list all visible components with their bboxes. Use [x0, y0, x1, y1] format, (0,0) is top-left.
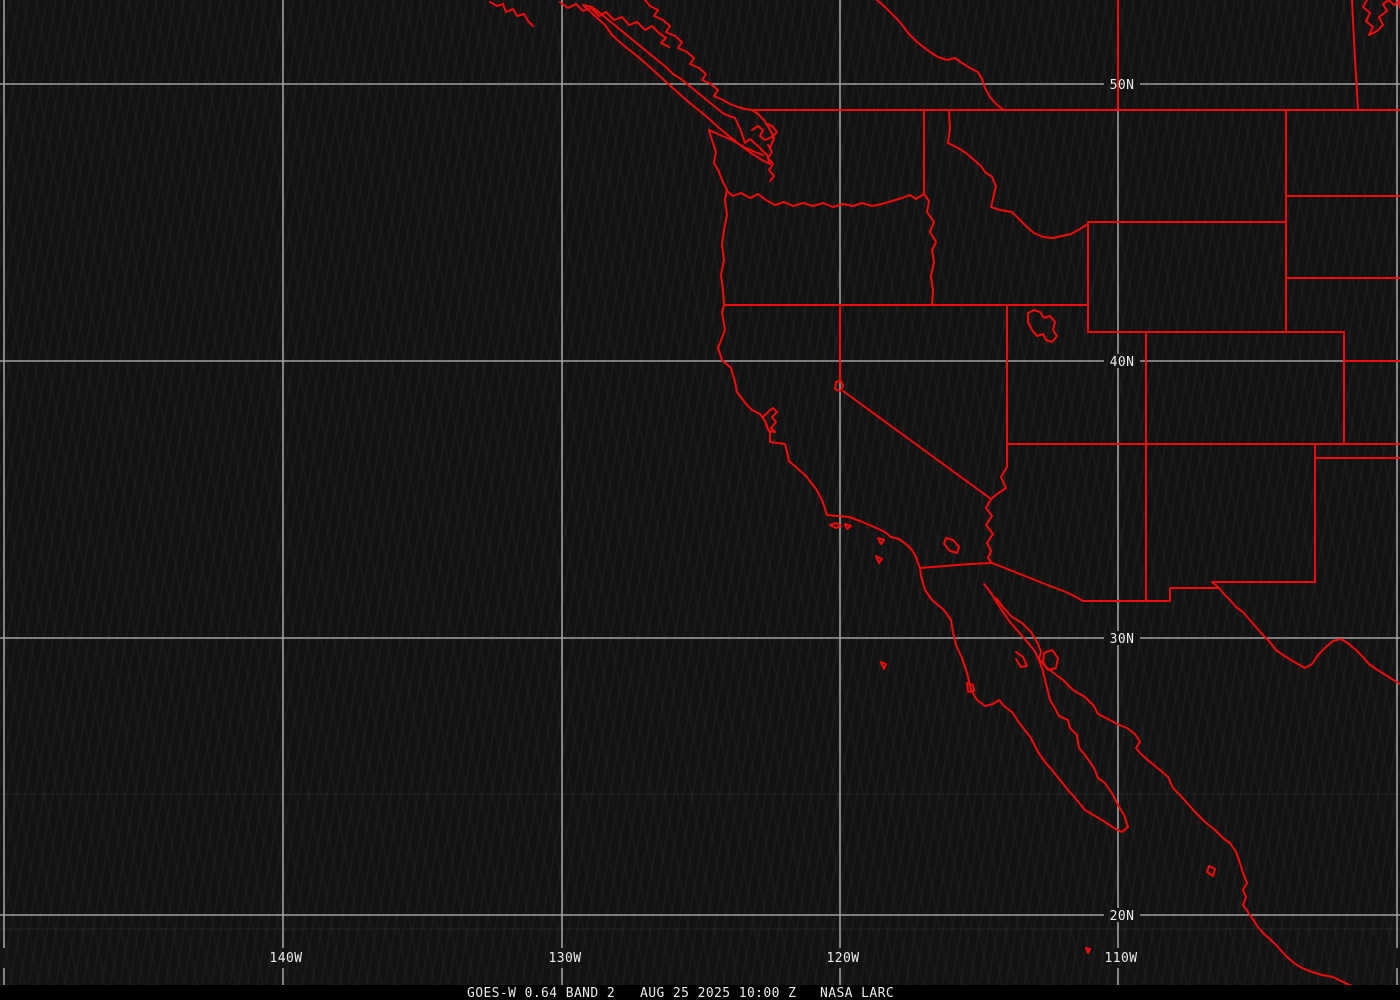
caption-product: GOES-W 0.64 BAND 2 — [467, 986, 616, 1000]
lat-label-30N: 30N — [1110, 632, 1135, 647]
pacific-coast-wa-or-ca — [708, 129, 921, 569]
isla-socorro — [1085, 947, 1091, 954]
caption-bar: GOES-W 0.64 BAND 2 AUG 25 2025 10:00 Z N… — [0, 985, 1400, 1000]
rio-grande — [1211, 581, 1400, 685]
border-sk-mb — [1351, 0, 1359, 111]
caption-credit: NASA LARC — [820, 986, 895, 1000]
border-wa-or-columbia-river — [726, 190, 925, 208]
border-nv-az-114w — [990, 443, 1008, 500]
baja-west-coast — [919, 567, 1129, 833]
lake-tahoe — [834, 380, 844, 392]
border-us-mexico-az — [991, 562, 1084, 602]
lat-label-20N: 20N — [1110, 909, 1135, 924]
channel-islands-east — [844, 523, 852, 530]
san-clemente-island — [875, 555, 883, 564]
islas-marias — [1206, 865, 1216, 877]
caption-timestamp: AUG 25 2025 10:00 Z — [640, 986, 797, 1000]
lon-label-130W: 130W — [549, 951, 582, 966]
lat-label-50N: 50N — [1110, 78, 1135, 93]
isla-guadalupe — [880, 661, 887, 670]
isla-angel-de-la-guarda — [1015, 651, 1028, 668]
border-id-mt-divide — [947, 110, 1089, 239]
lon-label-140W: 140W — [270, 951, 303, 966]
salton-sea — [943, 537, 960, 554]
border-or-id-snake-river — [923, 193, 937, 306]
bc-coast-fragment — [489, 1, 534, 27]
baja-east-coast — [983, 583, 1129, 828]
santa-catalina-island — [877, 537, 885, 545]
border-ca-az-colorado-river — [985, 498, 994, 564]
lon-label-110W: 110W — [1105, 951, 1138, 966]
border-ca-nv-diagonal — [842, 390, 992, 500]
border-bc-ab-divide — [876, 0, 1005, 111]
sonora-sinaloa-coast — [995, 597, 1371, 992]
border-us-mexico-ca — [919, 562, 993, 569]
manitoba-lakes — [1362, 0, 1400, 36]
border-nm-bootheel — [1169, 587, 1220, 602]
lon-label-120W: 120W — [827, 951, 860, 966]
great-salt-lake — [1027, 309, 1058, 343]
lat-label-40N: 40N — [1110, 355, 1135, 370]
